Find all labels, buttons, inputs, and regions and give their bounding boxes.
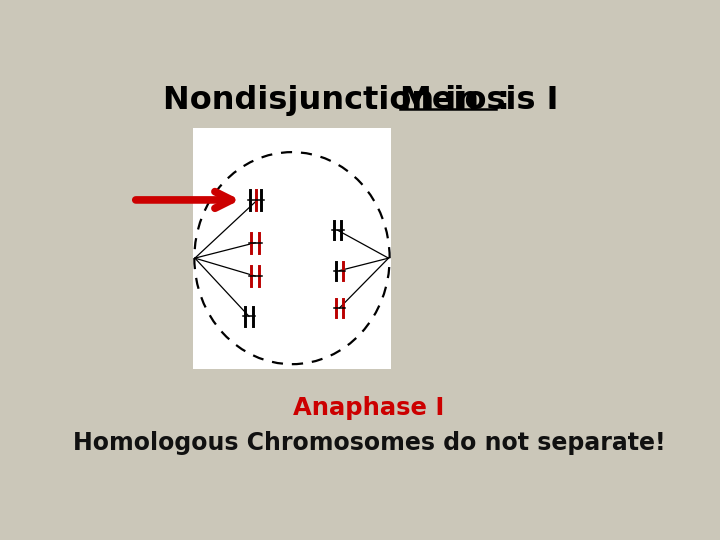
Text: Nondisjunction in: Nondisjunction in [163, 85, 490, 116]
Text: :: : [496, 85, 509, 116]
FancyBboxPatch shape [193, 128, 392, 369]
Text: Anaphase I: Anaphase I [293, 396, 445, 420]
Text: Meiosis I: Meiosis I [400, 85, 559, 116]
Text: Homologous Chromosomes do not separate!: Homologous Chromosomes do not separate! [73, 431, 665, 455]
